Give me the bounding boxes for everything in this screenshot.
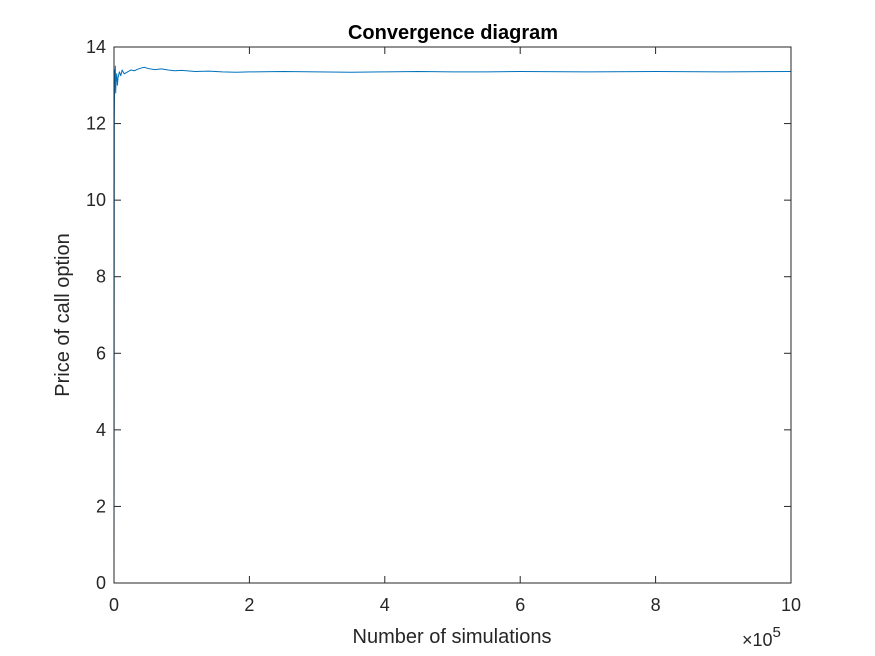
y-tick-label: 2 xyxy=(96,496,106,516)
x-tick-label: 2 xyxy=(244,595,254,615)
x-tick-label: 10 xyxy=(781,595,801,615)
x-axis-label: Number of simulations xyxy=(353,626,552,648)
x-scale-exponent-label: ×105 xyxy=(742,624,781,650)
x-scale-exponent: 5 xyxy=(773,624,781,641)
y-tick-label: 8 xyxy=(96,267,106,287)
y-tick-label: 6 xyxy=(96,343,106,363)
tick-group: 0 2 4 6 8 10 0 2 4 6 8 10 12 14 xyxy=(86,37,801,615)
x-scale-base: ×10 xyxy=(742,630,773,650)
y-tick-label: 0 xyxy=(96,573,106,593)
x-tick-label: 4 xyxy=(380,595,390,615)
x-tick-label: 6 xyxy=(515,595,525,615)
y-axis-label: Price of call option xyxy=(52,233,74,396)
y-tick-label: 10 xyxy=(86,190,106,210)
series-line-0 xyxy=(113,65,792,584)
plot-frame xyxy=(113,46,792,584)
y-tick-label: 4 xyxy=(96,420,106,440)
plot-area xyxy=(114,47,791,583)
x-tick-label: 8 xyxy=(651,595,661,615)
y-tick-label: 12 xyxy=(86,114,106,134)
x-tick-label: 0 xyxy=(109,595,119,615)
chart-title: Convergence diagram xyxy=(348,22,558,44)
y-tick-label: 14 xyxy=(86,37,106,57)
series-layer xyxy=(113,65,792,584)
